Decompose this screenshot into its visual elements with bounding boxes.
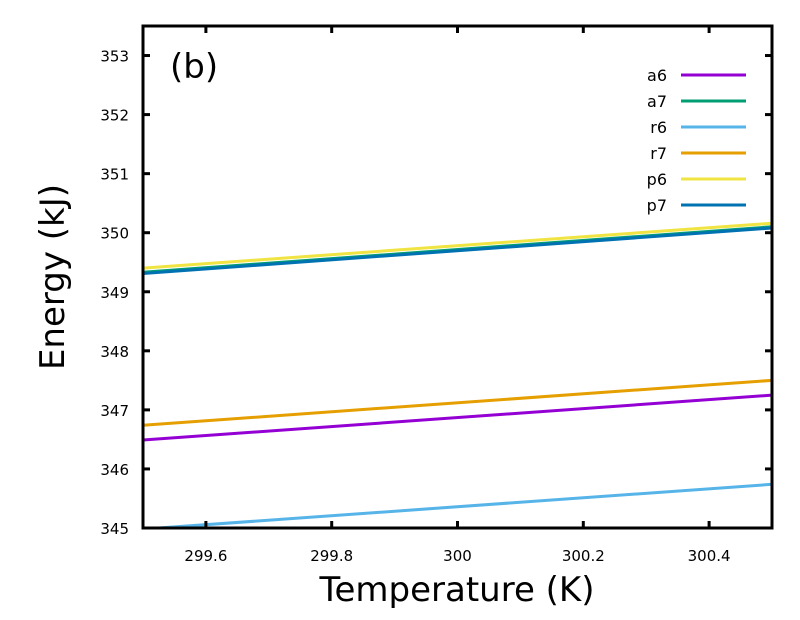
y-tick-label: 350 [100, 225, 129, 243]
y-axis-title: Energy (kJ) [33, 184, 73, 370]
legend: a6 a7 r6 r7 p6 p7 [647, 66, 746, 215]
x-tick-label: 300.4 [688, 547, 731, 565]
legend-label-p6: p6 [647, 170, 667, 189]
tick-layer: 299.6 299.8 300 300.2 300.4 345 346 347 348 349 35… [100, 26, 772, 565]
series-layer [143, 221, 772, 528]
series-line-p6 [143, 221, 772, 270]
plot-frame [141, 24, 774, 530]
legend-label-p7: p7 [647, 196, 667, 215]
panel-label: (b) [170, 47, 218, 87]
y-tick-label: 349 [100, 284, 129, 302]
y-tick-label: 348 [100, 343, 129, 361]
series-line-r7 [143, 378, 772, 427]
legend-label-r7: r7 [650, 144, 667, 163]
x-tick-label: 300.2 [562, 547, 605, 565]
y-tick-label: 353 [100, 48, 129, 66]
y-tick-label: 352 [100, 107, 129, 125]
x-tick-label: 299.6 [184, 547, 227, 565]
y-tick-label: 346 [100, 461, 129, 479]
y-tick-label: 345 [100, 520, 129, 538]
x-axis-title: Temperature (K) [318, 570, 594, 610]
series-line-p7 [143, 226, 772, 275]
legend-label-a7: a7 [647, 92, 667, 111]
series-line-a6 [143, 393, 772, 442]
y-tick-label: 351 [100, 166, 129, 184]
legend-label-a6: a6 [647, 66, 667, 85]
series-line-r6 [143, 482, 772, 528]
y-tick-label: 347 [100, 402, 129, 420]
x-tick-label: 299.8 [310, 547, 353, 565]
legend-label-r6: r6 [650, 118, 667, 137]
x-tick-label: 300 [443, 547, 472, 565]
